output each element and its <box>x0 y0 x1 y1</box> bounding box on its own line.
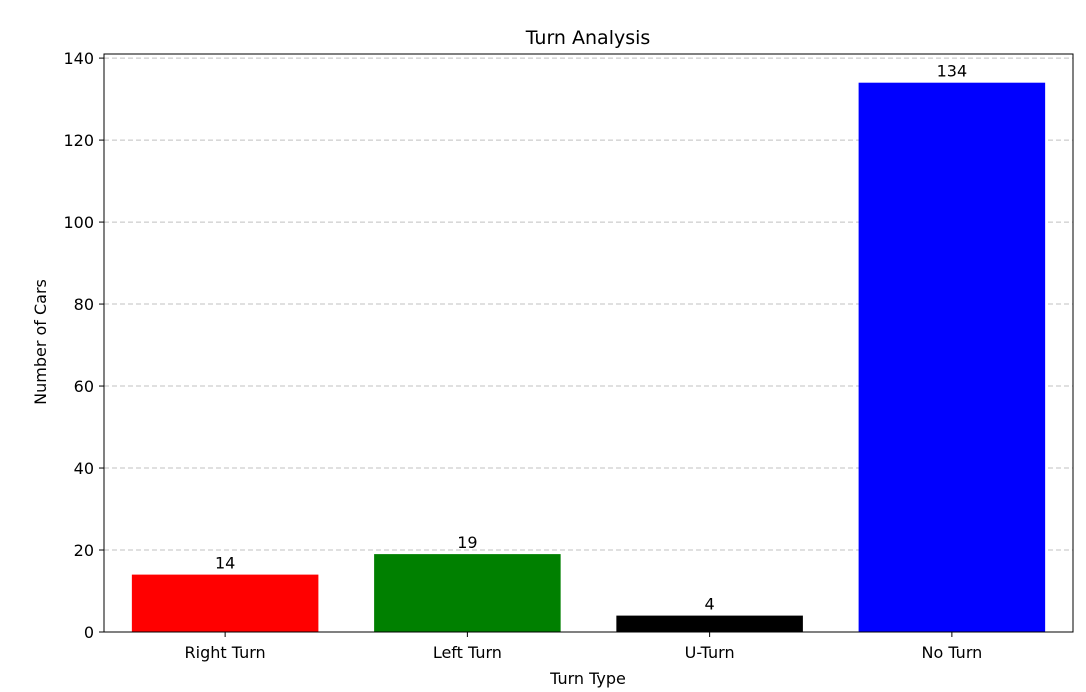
x-tick-label: Right Turn <box>185 643 266 662</box>
data-labels: 14 19 4 134 <box>215 62 967 614</box>
axes: 0 20 40 60 80 100 120 140 Right Turn Left Turn U-T… <box>63 49 1074 662</box>
x-axis-label: Turn Type <box>549 669 626 688</box>
y-tick-label: 120 <box>63 131 94 150</box>
bar-value-label: 4 <box>705 595 715 614</box>
y-tick-label: 40 <box>74 459 94 478</box>
gridlines <box>104 57 1073 551</box>
bar <box>131 574 319 632</box>
y-axis-label: Number of Cars <box>31 279 50 405</box>
y-tick-label: 20 <box>74 541 94 560</box>
bar-value-label: 134 <box>937 62 968 81</box>
bars <box>131 82 1046 632</box>
x-tick-label: U-Turn <box>685 643 735 662</box>
bar <box>858 82 1046 632</box>
chart-title: Turn Analysis <box>525 27 651 49</box>
y-tick-label: 140 <box>63 49 94 68</box>
y-tick-label: 60 <box>74 377 94 396</box>
bar-value-label: 19 <box>457 533 477 552</box>
bar <box>374 554 561 632</box>
x-tick-label: Left Turn <box>433 643 502 662</box>
y-tick-label: 100 <box>63 213 94 232</box>
y-tick-label: 0 <box>84 623 94 642</box>
bar <box>616 615 803 632</box>
bar-value-label: 14 <box>215 554 235 573</box>
x-tick-label: No Turn <box>921 643 982 662</box>
plot-area-frame <box>103 53 1074 633</box>
y-tick-label: 80 <box>74 295 94 314</box>
